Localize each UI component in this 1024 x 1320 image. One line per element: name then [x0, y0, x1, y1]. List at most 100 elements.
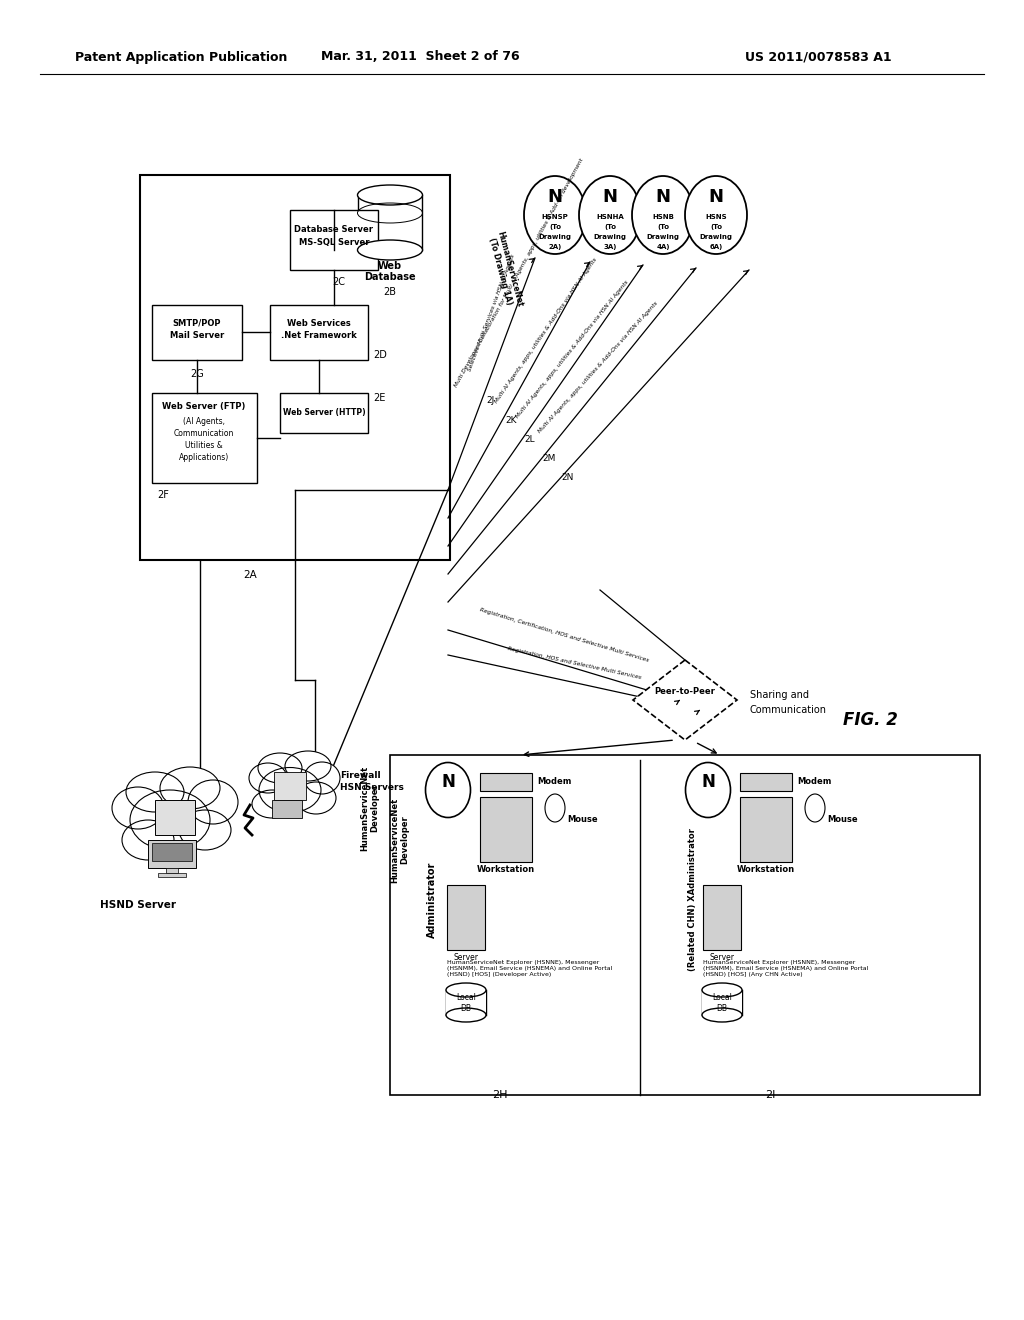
Ellipse shape	[188, 780, 238, 824]
Text: Multi Developers Collaboration for Multi AI Agents, apps, utilities & Add-On dev: Multi Developers Collaboration for Multi…	[454, 157, 585, 388]
Bar	[290, 210, 378, 271]
Bar	[703, 884, 741, 950]
Ellipse shape	[685, 176, 746, 253]
Bar	[358, 195, 423, 249]
Text: HumanServiceNet: HumanServiceNet	[360, 766, 370, 850]
Bar	[702, 990, 742, 1015]
Bar	[740, 797, 792, 862]
Text: Server: Server	[710, 953, 734, 961]
Text: Mouse: Mouse	[567, 816, 598, 825]
Text: HSNB: HSNB	[652, 214, 674, 220]
Text: Sharing and: Sharing and	[750, 690, 809, 700]
Text: Registration, Certification, HOS and Selective Multi Services: Registration, Certification, HOS and Sel…	[479, 607, 649, 663]
Text: Communication: Communication	[750, 705, 827, 715]
Text: 2E: 2E	[373, 393, 385, 403]
Bar	[447, 884, 485, 950]
Text: Web Services: Web Services	[287, 318, 351, 327]
Text: Workstation: Workstation	[477, 866, 536, 874]
Ellipse shape	[446, 983, 486, 997]
Bar	[280, 393, 368, 433]
Text: HumanServiceNet Explorer (HSNNE), Messenger
(HSNMM), Email Service (HSNEMA) and : HumanServiceNet Explorer (HSNNE), Messen…	[703, 960, 868, 977]
Bar	[740, 774, 792, 791]
Bar	[166, 869, 178, 873]
Ellipse shape	[258, 752, 302, 783]
Text: N: N	[655, 187, 671, 206]
Text: .Net Framework: .Net Framework	[282, 331, 357, 341]
Ellipse shape	[160, 767, 220, 809]
Text: Mail Server: Mail Server	[170, 331, 224, 341]
Text: HSNS: HSNS	[706, 214, 727, 220]
Text: 2D: 2D	[373, 350, 387, 360]
Text: 2G: 2G	[190, 370, 204, 379]
Text: 2N: 2N	[561, 474, 573, 482]
Text: HumanServiceNet
(To Drawing 1A): HumanServiceNet (To Drawing 1A)	[485, 230, 524, 310]
Ellipse shape	[805, 795, 825, 822]
Bar	[480, 774, 532, 791]
Ellipse shape	[122, 820, 174, 861]
Ellipse shape	[252, 789, 292, 818]
Bar	[158, 873, 186, 876]
Text: Drawing: Drawing	[539, 234, 571, 240]
Ellipse shape	[702, 983, 742, 997]
Text: Modem: Modem	[537, 777, 571, 787]
Text: HSND Server: HSND Server	[100, 900, 176, 909]
Text: N: N	[709, 187, 724, 206]
Ellipse shape	[126, 772, 184, 812]
Text: Drawing: Drawing	[594, 234, 627, 240]
Text: 2A): 2A)	[549, 244, 561, 249]
Bar	[272, 800, 302, 818]
Text: 6A): 6A)	[710, 244, 723, 249]
Text: Patent Application Publication: Patent Application Publication	[75, 50, 288, 63]
Text: 2M: 2M	[543, 454, 556, 463]
Ellipse shape	[259, 767, 321, 813]
Bar	[148, 840, 196, 869]
Text: (To: (To	[549, 224, 561, 230]
Text: HSNHA: HSNHA	[596, 214, 624, 220]
Text: Utilities &: Utilities &	[185, 441, 223, 450]
Text: Local
DB: Local DB	[712, 993, 732, 1012]
Text: SMTP/POP: SMTP/POP	[173, 318, 221, 327]
Ellipse shape	[446, 1008, 486, 1022]
Text: 2B: 2B	[384, 286, 396, 297]
Ellipse shape	[524, 176, 586, 253]
Text: 2K: 2K	[506, 416, 517, 425]
Text: Workstation: Workstation	[737, 866, 795, 874]
Text: Drawing: Drawing	[646, 234, 680, 240]
Text: Selective Multi Services via HSN AI Agents: Selective Multi Services via HSN AI Agen…	[467, 253, 516, 372]
Bar	[480, 797, 532, 862]
Bar	[274, 772, 306, 800]
Text: 2A: 2A	[243, 570, 257, 579]
Text: FIG. 2: FIG. 2	[843, 711, 897, 729]
Ellipse shape	[112, 787, 164, 829]
Ellipse shape	[685, 763, 730, 817]
Text: Database: Database	[365, 272, 416, 282]
Text: Administrator: Administrator	[427, 862, 437, 939]
Ellipse shape	[357, 240, 423, 260]
Text: Communication: Communication	[174, 429, 234, 437]
Text: Modem: Modem	[797, 777, 831, 787]
Text: Web Server (FTP): Web Server (FTP)	[163, 403, 246, 412]
Bar	[446, 990, 486, 1015]
Bar	[155, 800, 195, 836]
Ellipse shape	[545, 795, 565, 822]
Text: Web Server (HTTP): Web Server (HTTP)	[283, 408, 366, 417]
Text: N: N	[548, 187, 562, 206]
Text: (AI Agents,: (AI Agents,	[183, 417, 225, 425]
Ellipse shape	[304, 762, 340, 795]
Text: N: N	[602, 187, 617, 206]
Text: Local
DB: Local DB	[456, 993, 476, 1012]
Ellipse shape	[426, 763, 470, 817]
Bar	[152, 305, 242, 360]
Text: Registration, HOS and Selective Multi Services: Registration, HOS and Selective Multi Se…	[507, 647, 641, 681]
Text: 2C: 2C	[333, 277, 345, 286]
Ellipse shape	[296, 781, 336, 814]
Text: (Related CHN) XAdministrator: (Related CHN) XAdministrator	[687, 829, 696, 972]
Text: N: N	[441, 774, 455, 791]
Text: 3A): 3A)	[603, 244, 616, 249]
Text: MS-SQL Server: MS-SQL Server	[299, 239, 370, 248]
Bar	[140, 176, 450, 560]
Text: Web: Web	[378, 261, 402, 271]
Polygon shape	[633, 660, 737, 741]
Text: Applications): Applications)	[179, 453, 229, 462]
Text: HumanServiceNet
Developer: HumanServiceNet Developer	[390, 797, 410, 883]
